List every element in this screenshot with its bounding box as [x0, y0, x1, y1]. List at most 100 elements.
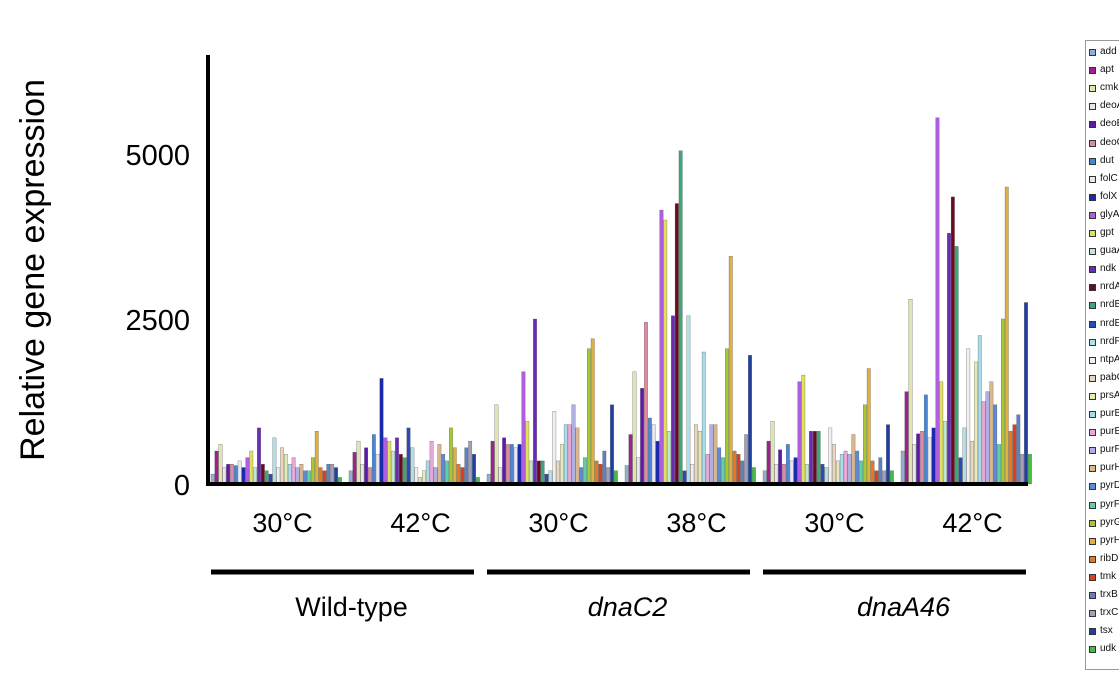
legend-swatch [1089, 465, 1096, 473]
bar-folX-2 [517, 444, 522, 485]
bar-ribD-5 [1008, 431, 1013, 485]
bar-purF-3 [709, 424, 714, 485]
bar-ribD-3 [732, 450, 737, 485]
bar-tsx-4 [886, 424, 890, 485]
legend-swatch [1089, 266, 1096, 274]
bar-deoC-3 [644, 322, 648, 485]
bar-pyrD-5 [993, 404, 998, 485]
legend-label: cmk [1100, 82, 1119, 94]
bar-purB-5 [977, 335, 982, 485]
bar-folC-1 [375, 454, 380, 485]
bar-dut-1 [371, 434, 376, 485]
bar-deoC-5 [920, 431, 924, 485]
bar-nrdA-5 [950, 196, 955, 485]
bar-ndk-0 [257, 427, 261, 485]
legend-swatch [1089, 610, 1096, 618]
legend-item-ribD: ribD [1089, 552, 1119, 569]
legend-item-gpt: gpt [1089, 226, 1119, 243]
bar-guaA-3 [667, 431, 671, 485]
legend-label: purH [1100, 462, 1119, 474]
bar-ntpA-2 [552, 411, 557, 485]
bar-pyrG-5 [1001, 318, 1005, 485]
condition-label-1: 42°C [390, 508, 450, 538]
bar-dut-4 [785, 444, 790, 485]
bar-tmk-2 [598, 464, 603, 485]
bar-cmk-2 [494, 404, 499, 485]
bar-dut-0 [233, 465, 238, 485]
legend-label: ntpA [1100, 353, 1119, 365]
condition-label-3: 38°C [666, 508, 726, 538]
bar-purH-1 [437, 444, 442, 485]
legend-swatch [1089, 429, 1096, 437]
bar-deoA-0 [222, 467, 227, 485]
legend-swatch [1089, 302, 1096, 310]
bar-prsA-3 [698, 431, 702, 485]
bar-pyrH-2 [590, 338, 595, 485]
bar-purH-5 [989, 381, 994, 485]
legend-label: trxB [1100, 589, 1118, 600]
bar-deoA-5 [912, 444, 917, 485]
bar-nrdB-5 [954, 246, 959, 485]
bar-purE-1 [429, 440, 434, 485]
bar-udk-5 [1028, 454, 1032, 485]
bar-guaA-0 [253, 467, 257, 485]
legend-item-prsA: prsA [1089, 389, 1119, 406]
bar-ndk-3 [671, 315, 675, 485]
y-axis-label: Relative gene expression [14, 79, 52, 461]
bar-glyA-1 [383, 437, 388, 485]
bar-ribD-1 [456, 464, 461, 485]
bar-nrdE-1 [406, 427, 411, 485]
bar-tmk-5 [1012, 424, 1017, 485]
bar-trxB-4 [878, 457, 883, 485]
bar-purF-2 [571, 404, 576, 485]
group-label-0: Wild-type [295, 592, 408, 622]
legend-label: prsA [1100, 389, 1119, 401]
legend-swatch [1089, 248, 1096, 256]
bar-pabC-3 [694, 424, 698, 485]
bar-guaA-2 [529, 460, 533, 485]
bar-gpt-1 [387, 440, 392, 485]
y-tick-label-0: 0 [174, 470, 190, 502]
bar-gpt-3 [663, 219, 668, 485]
bar-nrdE-4 [820, 464, 825, 485]
bar-pyrG-2 [587, 348, 591, 485]
bars-layer [210, 117, 1032, 485]
legend-swatch [1089, 483, 1096, 491]
bar-apt-2 [490, 440, 495, 485]
legend-item-deoC: deoC [1089, 136, 1119, 153]
legend-label: nrdA [1100, 281, 1119, 293]
bar-ntpA-1 [414, 467, 419, 485]
bar-apt-3 [628, 434, 633, 485]
legend-item-cmk: cmk [1089, 81, 1119, 98]
bar-trxB-3 [740, 460, 745, 485]
x-labels-layer: 30°C 42°C Wild-type 30°C 38°C dnaC2 30°C 42°C dn… [211, 508, 1026, 622]
bar-purE-0 [291, 457, 296, 485]
legend-item-dut: dut [1089, 154, 1119, 171]
legend-item-pyrF: pyrF [1089, 498, 1119, 515]
bar-pyrF-3 [721, 457, 725, 485]
bar-nrdF-1 [410, 447, 415, 485]
legend-label: nrdF [1100, 335, 1119, 347]
legend-label: purE [1100, 426, 1119, 438]
legend-label: pyrF [1100, 498, 1119, 510]
legend-swatch [1089, 338, 1096, 346]
bar-nrdB-2 [540, 460, 545, 485]
bar-glyA-4 [797, 381, 802, 485]
bar-deoA-3 [636, 457, 641, 485]
bar-cmk-4 [770, 421, 775, 485]
legend-label: trxC [1100, 607, 1119, 619]
legend-item-purH: purH [1089, 461, 1119, 478]
bar-ntpA-0 [276, 467, 281, 485]
legend-item-trxC: trxC [1089, 606, 1119, 623]
bar-purE-4 [843, 450, 848, 485]
bar-glyA-0 [245, 457, 250, 485]
legend-label: deoA [1100, 100, 1119, 112]
bar-pyrG-0 [311, 457, 315, 485]
bar-glyA-5 [935, 117, 940, 485]
legend: add apt cmk deoA deoB deoC dut folC folX glyA gpt g… [1085, 40, 1119, 670]
bar-nrdF-3 [686, 315, 691, 485]
legend-swatch [1089, 157, 1096, 165]
legend-item-nrdA: nrdA [1089, 280, 1119, 297]
legend-item-pyrG: pyrG [1089, 516, 1119, 533]
bar-trxC-2 [606, 467, 611, 485]
